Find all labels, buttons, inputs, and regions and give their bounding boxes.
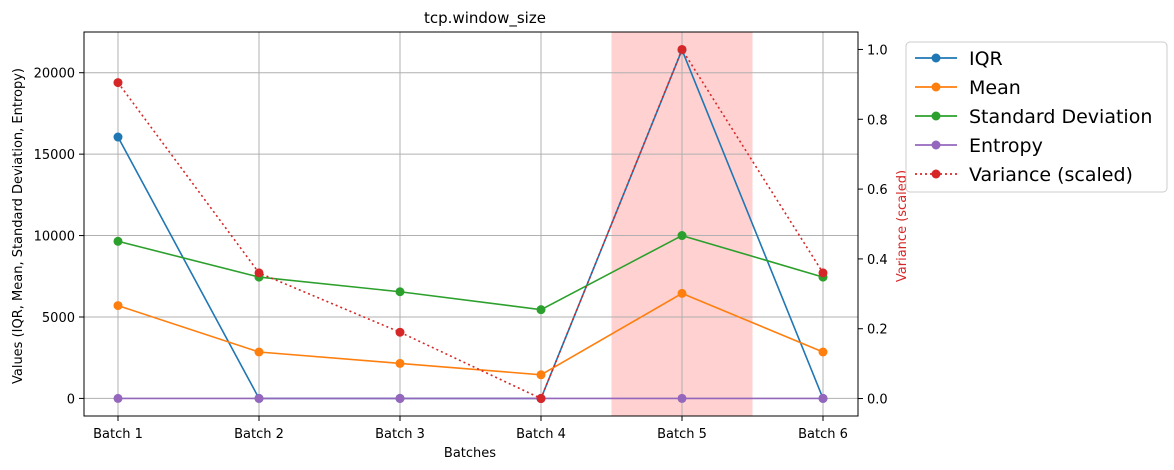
x-tick-label: Batch 1 [93, 427, 143, 442]
data-point [113, 132, 123, 142]
y2-tick-label: 0.8 [867, 113, 888, 128]
legend-label: IQR [969, 48, 1003, 70]
series-variance-scaled [113, 44, 828, 404]
data-point [677, 231, 687, 241]
x-tick-label: Batch 5 [657, 427, 707, 442]
data-point [818, 393, 828, 403]
data-point [113, 301, 123, 311]
y-tick-label: 5000 [42, 311, 75, 326]
data-point [254, 268, 264, 278]
legend-label: Entropy [969, 135, 1043, 157]
y-tick-label: 10000 [34, 230, 75, 245]
legend-marker [931, 111, 941, 121]
plot-frame [83, 31, 859, 417]
y2-tick-label: 0.2 [867, 323, 888, 338]
y-axis-label: Values (IQR, Mean, Standard Deviation, E… [11, 68, 26, 384]
legend-label: Mean [969, 77, 1021, 99]
legend-marker [931, 140, 941, 150]
x-tick-label: Batch 3 [375, 427, 425, 442]
data-point [536, 305, 546, 315]
series-mean [113, 288, 828, 380]
data-point [395, 287, 405, 297]
legend-label: Variance (scaled) [969, 164, 1133, 186]
data-point [536, 394, 546, 404]
y-axis-left: 0 5000 10000 15000 20000 [34, 67, 84, 407]
series-line [117, 47, 824, 400]
data-point [536, 370, 546, 380]
y-tick-label: 15000 [34, 148, 75, 163]
y2-axis-label: Variance (scaled) [895, 170, 910, 282]
data-point [677, 288, 687, 298]
series-line [117, 234, 824, 311]
data-point [395, 393, 405, 403]
data-point [113, 236, 123, 246]
legend-label: Standard Deviation [969, 106, 1152, 128]
data-point [113, 78, 123, 88]
x-axis: Batch 1 Batch 2 Batch 3 Batch 4 Batch 5 Batch… [93, 416, 848, 442]
series-line [117, 292, 824, 376]
legend-item: Variance (scaled) [915, 164, 1133, 186]
legend-marker [931, 169, 941, 179]
legend-item: IQR [915, 48, 1003, 70]
x-tick-label: Batch 2 [234, 427, 284, 442]
y2-tick-label: 0.0 [867, 393, 888, 408]
legend-item: Mean [915, 77, 1021, 99]
y2-tick-label: 1.0 [867, 43, 888, 58]
x-tick-label: Batch 4 [516, 427, 566, 442]
chart-title: tcp.window_size [424, 9, 546, 28]
data-point [254, 393, 264, 403]
legend-items: IQR Mean Standard Deviation Entropy Variance… [915, 48, 1152, 186]
data-point [395, 358, 405, 368]
y-tick-label: 0 [67, 392, 75, 407]
data-point [113, 393, 123, 403]
series-standard-deviation [113, 231, 828, 315]
legend-marker [931, 82, 941, 92]
legend: IQR Mean Standard Deviation Entropy Variance… [905, 41, 1168, 193]
data-point [677, 393, 687, 403]
data-point [818, 268, 828, 278]
data-point [677, 44, 687, 54]
y2-tick-label: 0.6 [867, 183, 888, 198]
data-point [395, 327, 405, 337]
legend-marker [931, 53, 941, 63]
y-tick-label: 20000 [34, 67, 75, 82]
y2-tick-label: 0.4 [867, 253, 888, 268]
data-point [254, 347, 264, 357]
legend-item: Entropy [915, 135, 1043, 157]
x-axis-label: Batches [444, 446, 496, 461]
y-axis-right: 0.0 0.2 0.4 0.6 0.8 1.0 [858, 43, 888, 408]
series-layer [113, 44, 828, 404]
data-point [818, 347, 828, 357]
x-tick-label: Batch 6 [798, 427, 848, 442]
legend-item: Standard Deviation [915, 106, 1152, 128]
legend-box [905, 41, 1168, 193]
